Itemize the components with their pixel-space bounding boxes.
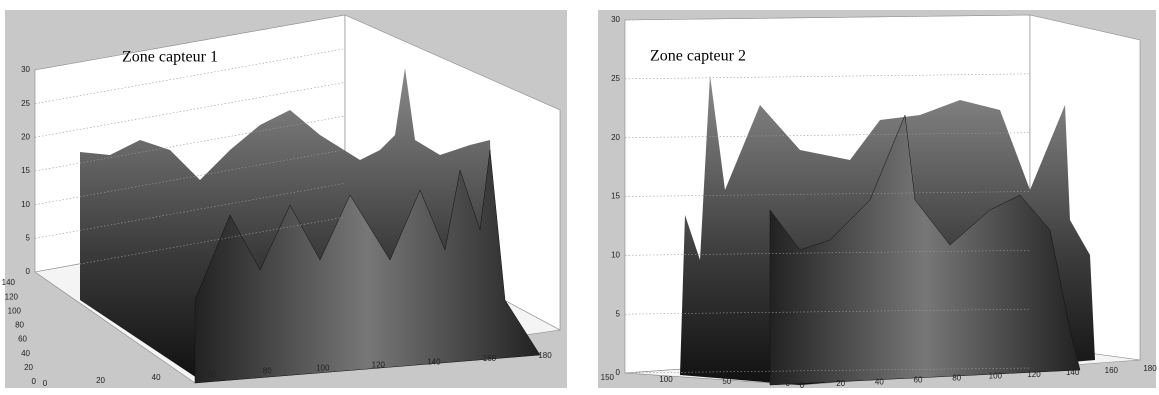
z-tick-label: 5 bbox=[26, 233, 31, 242]
y-tick-label: 60 bbox=[18, 335, 27, 344]
x-tick-label: 0 bbox=[800, 381, 805, 390]
x-tick-label: 40 bbox=[152, 373, 161, 382]
x-tick-label: 20 bbox=[96, 376, 105, 385]
grid-line bbox=[624, 367, 1031, 374]
y-tick-label: 0 bbox=[786, 379, 791, 388]
x-tick-label: 100 bbox=[989, 372, 1003, 381]
panel-1: Zone capteur 1 bbox=[5, 10, 567, 388]
x-tick-label: 180 bbox=[538, 351, 552, 360]
x-tick-label: 100 bbox=[316, 364, 330, 373]
x-tick-label: 60 bbox=[207, 370, 216, 379]
y-tick-label: 50 bbox=[722, 377, 731, 386]
x-tick-label: 80 bbox=[263, 367, 272, 376]
z-tick-label: 20 bbox=[21, 132, 30, 141]
grid-line bbox=[624, 250, 1031, 256]
z-tick-label: 20 bbox=[611, 133, 620, 142]
z-tick-label: 10 bbox=[611, 250, 620, 259]
x-tick-label: 20 bbox=[836, 379, 845, 388]
x-tick-label: 180 bbox=[1143, 364, 1157, 373]
x-tick-label: 140 bbox=[427, 357, 441, 366]
y-tick-label: 40 bbox=[21, 349, 30, 358]
grid-line bbox=[624, 308, 1031, 315]
x-tick-label: 120 bbox=[1027, 370, 1041, 379]
z-tick-label: 30 bbox=[611, 15, 620, 24]
z-tick-label: 30 bbox=[21, 65, 30, 74]
x-tick-label: 0 bbox=[43, 379, 48, 388]
y-tick-label: 20 bbox=[24, 363, 33, 372]
z-tick-label: 25 bbox=[21, 99, 30, 108]
y-tick-label: 150 bbox=[601, 373, 615, 382]
z-tick-label: 15 bbox=[611, 192, 620, 201]
grid-line bbox=[624, 191, 1031, 197]
annotation: Zone capteur 1 bbox=[122, 49, 218, 66]
z-tick-label: 10 bbox=[21, 200, 30, 209]
annotation: Zone capteur 2 bbox=[650, 48, 746, 65]
x-tick-label: 60 bbox=[914, 375, 923, 384]
z-tick-label: 5 bbox=[616, 309, 621, 318]
x-tick-label: 160 bbox=[1105, 366, 1119, 375]
surface-front bbox=[194, 149, 541, 384]
panel-2: Zone capteur 2 bbox=[598, 10, 1156, 388]
z-tick-label: 0 bbox=[26, 267, 31, 276]
y-tick-label: 120 bbox=[5, 292, 19, 301]
surface-front bbox=[769, 114, 1081, 386]
y-tick-label: 0 bbox=[32, 377, 37, 386]
y-tick-label: 80 bbox=[15, 321, 24, 330]
grid-line bbox=[624, 14, 1031, 21]
grid-line bbox=[624, 132, 1031, 138]
x-tick-label: 160 bbox=[483, 354, 497, 363]
z-tick-label: 25 bbox=[611, 74, 620, 83]
x-tick-label: 120 bbox=[372, 360, 386, 369]
x-tick-label: 140 bbox=[1066, 368, 1080, 377]
y-tick-label: 100 bbox=[659, 375, 673, 384]
x-tick-label: 80 bbox=[952, 374, 961, 383]
x-tick-label: 40 bbox=[875, 377, 884, 386]
z-tick-label: 15 bbox=[21, 166, 30, 175]
y-tick-label: 140 bbox=[2, 278, 16, 287]
grid-line bbox=[624, 73, 1031, 80]
z-tick-label: 0 bbox=[616, 368, 621, 377]
y-tick-label: 100 bbox=[8, 306, 22, 315]
